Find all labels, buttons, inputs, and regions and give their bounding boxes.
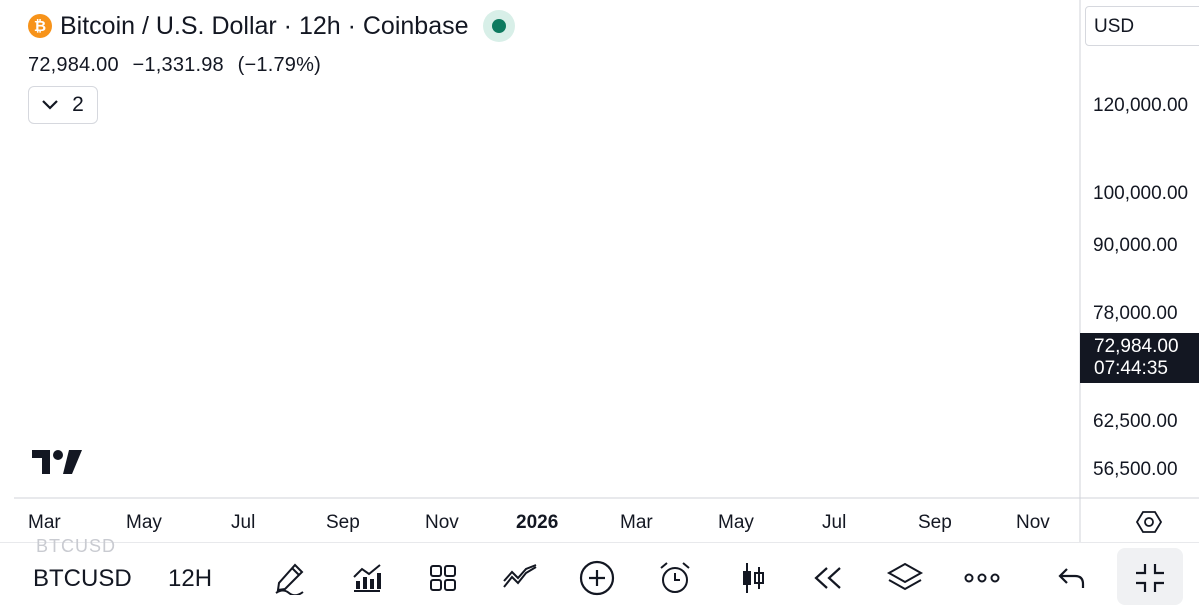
market-status-indicator[interactable]: [482, 10, 515, 42]
more-icon[interactable]: [962, 558, 1002, 598]
bar-countdown: 07:44:35: [1094, 358, 1168, 379]
undo-icon[interactable]: [1052, 558, 1092, 598]
chart-area[interactable]: [0, 0, 1199, 542]
indicators-toggle-button[interactable]: 2: [28, 86, 98, 124]
x-tick-label: Sep: [326, 512, 360, 533]
y-tick-label: 100,000.00: [1093, 183, 1189, 204]
alarm-icon[interactable]: [655, 558, 695, 598]
indicators-icon[interactable]: [347, 558, 387, 598]
interval-button[interactable]: 12H: [168, 565, 213, 592]
x-tick-label: Mar: [28, 512, 61, 533]
y-tick-label: 78,000.00: [1093, 303, 1178, 324]
collapse-icon[interactable]: [1130, 558, 1170, 598]
chart-settings-icon[interactable]: [1136, 509, 1162, 535]
indicators-count: 2: [72, 93, 84, 116]
x-tick-label-year: 2026: [516, 512, 559, 533]
x-tick-label: Nov: [1016, 512, 1050, 533]
status-dot-icon: [491, 19, 506, 33]
collapse-button-highlight: [1117, 548, 1183, 605]
layers-icon[interactable]: [885, 558, 925, 598]
replay-icon[interactable]: [808, 558, 848, 598]
x-tick-label: May: [718, 512, 754, 533]
y-tick-label: 62,500.00: [1093, 411, 1178, 432]
price-change: −1,331.98: [132, 54, 224, 76]
chart-canvas[interactable]: [0, 0, 1199, 542]
compare-icon[interactable]: [500, 558, 540, 598]
layout-grid-icon[interactable]: [423, 558, 463, 598]
y-tick-label: 56,500.00: [1093, 459, 1178, 480]
symbol-header[interactable]: ₿ Bitcoin / U.S. Dollar · 12h · Coinbase: [28, 10, 515, 42]
price-change-percent: (−1.79%): [237, 54, 321, 76]
currency-selector[interactable]: USD: [1085, 6, 1199, 46]
y-tick-label: 120,000.00: [1093, 95, 1189, 116]
price-summary: 72,984.00 −1,331.98 (−1.79%): [28, 54, 329, 77]
ghost-symbol-label: BTCUSD: [36, 536, 117, 556]
x-tick-label: Nov: [425, 512, 459, 533]
x-tick-label: May: [126, 512, 162, 533]
x-tick-label: Jul: [231, 512, 256, 533]
tradingview-logo-icon: [32, 450, 82, 474]
add-icon[interactable]: [577, 558, 617, 598]
last-price: 72,984.00: [28, 54, 119, 76]
current-price-value: 72,984.00: [1094, 336, 1179, 357]
x-tick-label: Mar: [620, 512, 653, 533]
candles-icon[interactable]: [733, 558, 773, 598]
current-price-tag: 72,984.00 07:44:35: [1080, 333, 1199, 383]
symbol-title: Bitcoin / U.S. Dollar · 12h · Coinbase: [60, 11, 469, 40]
symbol-search-button[interactable]: BTCUSD: [33, 565, 132, 592]
x-tick-label: Sep: [918, 512, 952, 533]
x-tick-label: Jul: [822, 512, 847, 533]
chevron-down-icon: [42, 100, 58, 110]
bottom-toolbar: [0, 542, 1199, 606]
bitcoin-icon: ₿: [28, 14, 52, 38]
brush-icon[interactable]: [270, 558, 310, 598]
y-tick-label: 90,000.00: [1093, 235, 1178, 256]
